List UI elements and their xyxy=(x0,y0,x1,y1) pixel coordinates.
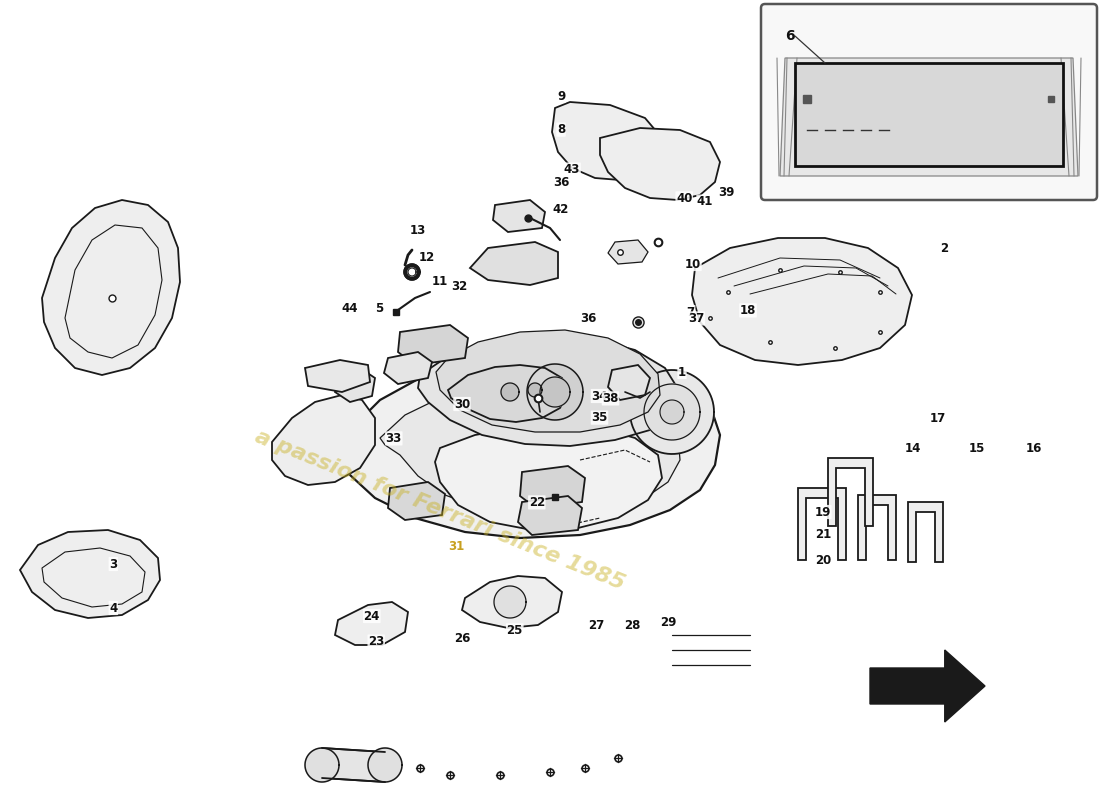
Text: 26: 26 xyxy=(454,632,470,645)
Text: 27: 27 xyxy=(588,619,604,632)
Polygon shape xyxy=(630,370,714,454)
Text: 29: 29 xyxy=(661,616,676,629)
Text: 37: 37 xyxy=(689,312,704,325)
Text: 40: 40 xyxy=(676,192,692,205)
Text: 28: 28 xyxy=(625,619,640,632)
Text: 41: 41 xyxy=(697,195,713,208)
Polygon shape xyxy=(828,458,873,526)
Text: 16: 16 xyxy=(1026,442,1042,454)
Polygon shape xyxy=(336,602,408,645)
Polygon shape xyxy=(500,383,519,401)
Polygon shape xyxy=(408,268,416,276)
Polygon shape xyxy=(870,650,984,722)
Polygon shape xyxy=(518,496,582,535)
Polygon shape xyxy=(388,482,446,520)
Polygon shape xyxy=(322,748,385,782)
Text: 19: 19 xyxy=(815,506,830,518)
Polygon shape xyxy=(368,748,402,782)
Polygon shape xyxy=(494,586,526,618)
Text: 2: 2 xyxy=(939,242,948,254)
Text: 8: 8 xyxy=(557,123,565,136)
Polygon shape xyxy=(434,425,662,530)
Text: 1: 1 xyxy=(678,366,686,378)
Text: 25: 25 xyxy=(507,624,522,637)
Polygon shape xyxy=(470,242,558,285)
Polygon shape xyxy=(42,200,180,375)
Polygon shape xyxy=(600,128,720,200)
Text: 39: 39 xyxy=(718,186,734,198)
Text: 38: 38 xyxy=(603,392,618,405)
Text: 43: 43 xyxy=(564,163,580,176)
Polygon shape xyxy=(462,576,562,628)
Polygon shape xyxy=(795,63,1063,166)
Polygon shape xyxy=(272,395,375,485)
Text: 14: 14 xyxy=(905,442,921,454)
Polygon shape xyxy=(448,365,568,422)
Text: 32: 32 xyxy=(452,280,468,293)
Text: 34: 34 xyxy=(592,390,607,402)
Text: 33: 33 xyxy=(386,432,402,445)
Polygon shape xyxy=(858,495,896,560)
Text: 31: 31 xyxy=(448,539,464,553)
Text: 36: 36 xyxy=(581,312,596,325)
Polygon shape xyxy=(552,102,662,180)
Polygon shape xyxy=(305,748,339,782)
Polygon shape xyxy=(644,384,700,440)
Polygon shape xyxy=(418,336,680,446)
Polygon shape xyxy=(493,200,544,232)
Text: 18: 18 xyxy=(740,304,756,317)
FancyBboxPatch shape xyxy=(761,4,1097,200)
Polygon shape xyxy=(908,502,943,562)
Polygon shape xyxy=(404,264,420,280)
Polygon shape xyxy=(20,530,160,618)
Polygon shape xyxy=(608,240,648,264)
Polygon shape xyxy=(398,325,468,365)
Polygon shape xyxy=(608,365,650,400)
Text: 20: 20 xyxy=(815,554,830,566)
Polygon shape xyxy=(540,377,570,407)
Text: 11: 11 xyxy=(432,275,448,288)
Text: 17: 17 xyxy=(931,412,946,425)
Polygon shape xyxy=(436,330,660,432)
Text: a passion for Ferrari since 1985: a passion for Ferrari since 1985 xyxy=(252,426,628,594)
Text: 23: 23 xyxy=(368,635,384,648)
Text: 24: 24 xyxy=(364,610,380,622)
Text: 15: 15 xyxy=(969,442,984,454)
Text: 12: 12 xyxy=(419,251,435,264)
Polygon shape xyxy=(384,352,432,384)
Text: 36: 36 xyxy=(553,176,569,189)
Text: 35: 35 xyxy=(592,411,607,424)
Polygon shape xyxy=(336,368,375,402)
Text: 5: 5 xyxy=(375,302,384,314)
Text: 9: 9 xyxy=(557,90,565,102)
Polygon shape xyxy=(305,360,370,392)
Text: 44: 44 xyxy=(341,302,359,314)
Text: 22: 22 xyxy=(529,496,544,509)
Polygon shape xyxy=(379,382,680,516)
Text: 10: 10 xyxy=(685,258,701,270)
Polygon shape xyxy=(342,352,720,538)
Text: 6: 6 xyxy=(785,29,794,43)
Polygon shape xyxy=(520,466,585,508)
Text: 7: 7 xyxy=(686,306,695,318)
Polygon shape xyxy=(798,488,846,560)
Polygon shape xyxy=(527,364,583,420)
Polygon shape xyxy=(528,383,542,397)
Text: 21: 21 xyxy=(815,528,830,541)
Polygon shape xyxy=(692,238,912,365)
Text: 30: 30 xyxy=(454,398,470,410)
Text: 3: 3 xyxy=(109,558,118,570)
Polygon shape xyxy=(660,400,684,424)
Text: 13: 13 xyxy=(410,224,426,237)
Text: 4: 4 xyxy=(109,602,118,614)
Text: 42: 42 xyxy=(553,203,569,216)
Polygon shape xyxy=(780,58,1078,176)
